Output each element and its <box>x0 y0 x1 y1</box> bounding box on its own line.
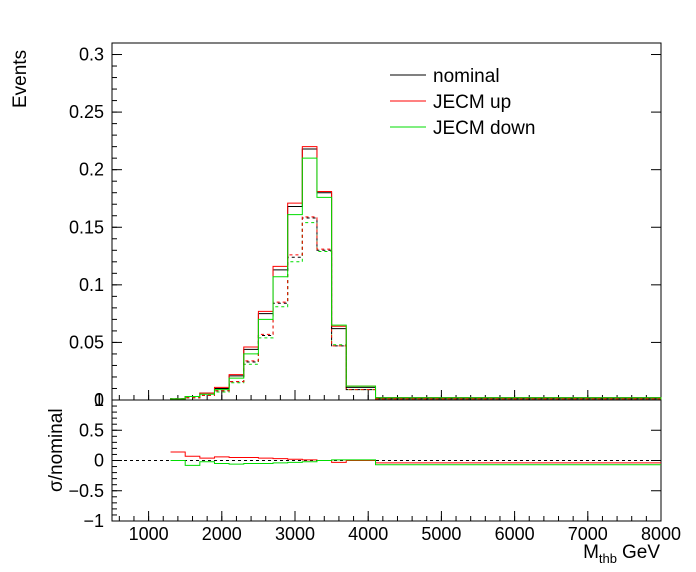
y-tick-label-bottom: −1 <box>83 511 104 531</box>
y-tick-label-top: 0 <box>94 390 104 410</box>
x-axis-title-main: M <box>583 542 599 563</box>
legend-label: JECM up <box>433 92 511 113</box>
y-tick-label-bottom: −0.5 <box>68 481 104 501</box>
ratio-jecm-down <box>170 459 661 466</box>
legend: nominal JECM up JECM down <box>390 66 535 139</box>
legend-label: JECM down <box>433 118 535 139</box>
x-axis-title-unit: GeV <box>622 542 660 563</box>
x-tick-label: 1000 <box>129 524 169 544</box>
bottom-plot-frame <box>111 399 662 522</box>
y-tick-label-bottom: 0.5 <box>79 420 104 440</box>
y-tick-label-top: 0.25 <box>69 102 104 122</box>
x-tick-label: 8000 <box>641 524 681 544</box>
y-tick-label-bottom: 1 <box>94 390 104 410</box>
x-axis-title-sub: thb <box>599 551 617 566</box>
top-plot-frame <box>111 42 662 401</box>
hist-jecm-down <box>170 157 662 400</box>
y-tick-label-top: 0.05 <box>69 332 104 352</box>
y-tick-label-top: 0.1 <box>79 275 104 295</box>
y-tick-label-top: 0.2 <box>79 160 104 180</box>
y-axis-title-top: Events <box>10 50 31 108</box>
bottom-panel: −1 −0.5 0 0.5 1 1000 2000 3000 4000 5000 6000 7000 8… <box>68 390 681 544</box>
y-tick-label-top: 0.15 <box>69 217 104 237</box>
top-panel: 0 0.05 0.1 0.15 0.2 0.25 0.3 <box>69 42 662 410</box>
x-tick-label: 2000 <box>202 524 242 544</box>
x-axis-title: Mthb GeV <box>583 542 660 566</box>
y-axis-title-bottom: σ/nominal <box>46 408 67 492</box>
x-tick-label: 5000 <box>421 524 461 544</box>
y-tick-label-top: 0.3 <box>79 45 104 65</box>
x-tick-label: 3000 <box>275 524 315 544</box>
x-tick-label: 4000 <box>348 524 388 544</box>
y-tick-label-bottom: 0 <box>94 451 104 471</box>
x-tick-label: 7000 <box>568 524 608 544</box>
ratio-jecm-up <box>170 451 661 464</box>
x-tick-label: 6000 <box>495 524 535 544</box>
legend-label: nominal <box>433 66 500 87</box>
